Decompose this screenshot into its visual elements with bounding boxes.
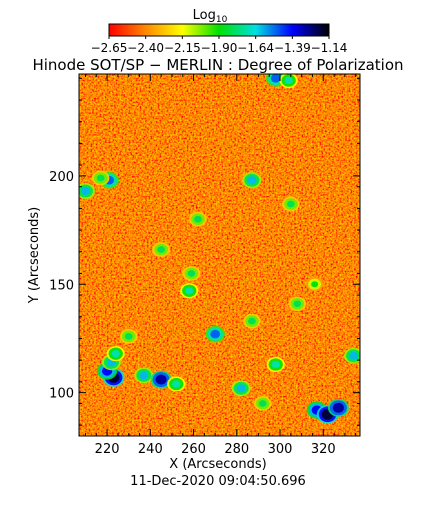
heatmap-features [79,74,360,424]
colorbar-tick-label: −2.40 [127,41,164,55]
feature-core [96,174,105,182]
x-axis-label: X (Arcseconds) [169,457,266,472]
feature-core [293,300,302,308]
feature-core [194,215,202,223]
x-tick-label: 220 [95,442,120,457]
feature-core [247,176,257,185]
feature-core [185,287,194,295]
feature-core [124,332,133,340]
feature-core [270,74,281,83]
feature-core [111,349,120,358]
feature-core [81,187,90,196]
colorbar [108,23,330,37]
colorbar-label: Log10 [193,8,228,25]
feature-core [210,329,220,339]
feature-core [157,246,165,253]
plot-area [79,74,360,436]
x-tick-label: 300 [268,442,293,457]
feature-core [349,351,358,360]
colorbar-ticks: −2.65 −2.40 −2.15 −1.90 −1.64 −1.39 −1.14 [91,36,348,55]
feature-core [139,371,149,380]
feature-core [284,76,293,85]
x-tick-label: 260 [181,442,206,457]
y-tick-label: 150 [49,278,74,293]
colorbar-label-base: Log [193,8,216,23]
x-tick-label: 280 [224,442,249,457]
feature-core [236,384,246,393]
feature-core [172,380,181,388]
heatmap-texture [79,74,360,436]
plot-title: Hinode SOT/SP − MERLIN : Degree of Polar… [32,56,403,74]
feature-core [155,374,167,385]
y-axis: 100 150 200 [49,77,360,426]
colorbar-tick-label: −1.39 [274,41,311,55]
colorbar-tick-label: −2.15 [164,41,201,55]
colorbar-tick-label: −1.14 [311,41,348,55]
y-tick-label: 100 [49,387,74,402]
feature-core [287,200,295,208]
feature-core [311,281,319,288]
feature-core [248,317,256,325]
feature-core [258,400,267,407]
x-axis: 220 240 260 280 300 320 [84,74,357,457]
plot-frame [78,73,361,437]
x-tick-label: 240 [138,442,163,457]
colorbar-tick-label: −1.64 [237,41,274,55]
feature-core [271,360,280,369]
colorbar-tick-label: −2.65 [91,41,128,55]
colorbar-tick-label: −1.90 [201,41,238,55]
feature-core [187,270,196,277]
y-tick-label: 200 [49,170,74,185]
timestamp: 11-Dec-2020 09:04:50.696 [130,474,306,489]
feature-core [332,402,344,413]
y-axis-label: Y (Arcseconds) [27,207,42,304]
colorbar-label-sub: 10 [216,15,228,25]
x-tick-label: 320 [311,442,336,457]
